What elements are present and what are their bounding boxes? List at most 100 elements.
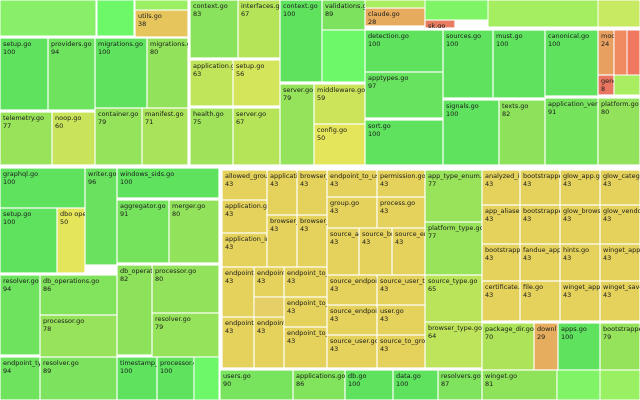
cell-value: 28 [368,18,376,26]
cell-label: writer.go [88,170,117,178]
cell-value: 89 [43,367,51,375]
cell-value: 38 [138,20,146,28]
cell [96,0,135,37]
cell-label: config.go [317,126,347,134]
cell-fill [425,170,482,222]
cell-fill [499,100,545,165]
cell-label: source_type.go [428,277,478,285]
cell [613,29,628,76]
cell-label: certificate.go [485,283,528,291]
cell-label: context.go [283,2,318,10]
cell-label: hints.go [563,246,589,254]
cell-value: 100 [396,380,408,388]
cell-value: 43 [523,180,531,188]
cell [487,0,599,28]
cell-fill [314,124,365,165]
cell-fill [560,205,600,244]
cell: app_type_enum.g77 [425,170,482,222]
cell-label: claude.go [368,10,400,18]
cell-value: 94 [3,285,11,293]
cell-value: 43 [563,180,571,188]
cell-label: sources.go [446,32,481,40]
cell-fill [425,275,482,322]
cell-label: endpoint_type [3,359,50,367]
cell-label: health.go [193,110,224,118]
cell-fill [365,120,443,165]
cell-label: canonical.go [548,32,589,40]
cell-fill [222,233,267,267]
cell-label: texts.go [502,102,528,110]
cell-value: 83 [193,10,201,18]
cell-label: downl [537,325,557,333]
cell-value: 80 [172,210,180,218]
cell-fill [377,335,425,368]
cell-fill [598,30,614,75]
cell-value: 43 [380,345,388,353]
cell-value: 56 [236,70,244,78]
cell-label: db_operat [120,267,153,275]
cell-fill [545,98,598,165]
cell-value: 94 [3,367,11,375]
cell-value: 100 [160,367,172,375]
cell-value: 43 [330,180,338,188]
cell-fill [345,370,393,400]
cell [364,0,426,9]
cell-label: file.go [523,283,543,291]
cell-label: container.go [98,110,138,118]
cell-value: 43 [603,254,611,262]
cell: endpoint_t43 [254,317,284,368]
cell-value: 79 [603,333,611,341]
cell-label: sort.go [368,122,391,130]
cell-label: process.go [380,199,415,207]
cell-fill [327,335,377,368]
cell-value: 89 [325,10,333,18]
cell-label: bootstrapped [523,172,567,180]
cell-fill [520,170,560,205]
cell-fill [443,100,499,165]
cell-fill [284,267,327,297]
cell-value: 50 [60,218,68,226]
cell-label: application [270,172,306,180]
cell-label: bootstrapped [485,246,529,254]
cell-fill [0,208,57,273]
cell-value: 43 [563,254,571,262]
cell-value: 78 [43,325,51,333]
cell-label: glow_app.go [563,172,604,180]
cell-label: source_app [330,230,367,238]
cell-fill [220,370,293,400]
cell: winget_saved43 [600,281,640,321]
cell-label: apps.go [561,325,587,333]
cell: endpoint_i43 [254,267,284,297]
cell-label: source_bro [362,230,397,238]
cell-label: gene [601,77,617,85]
cell-label: source_user_to_ [380,277,433,285]
cell-value: 67 [241,10,249,18]
cell-label: setup.go [3,40,31,48]
cell-fill [600,170,640,205]
cell-label: application_versi [548,100,603,108]
cell-label: glow_vendor [603,207,640,215]
